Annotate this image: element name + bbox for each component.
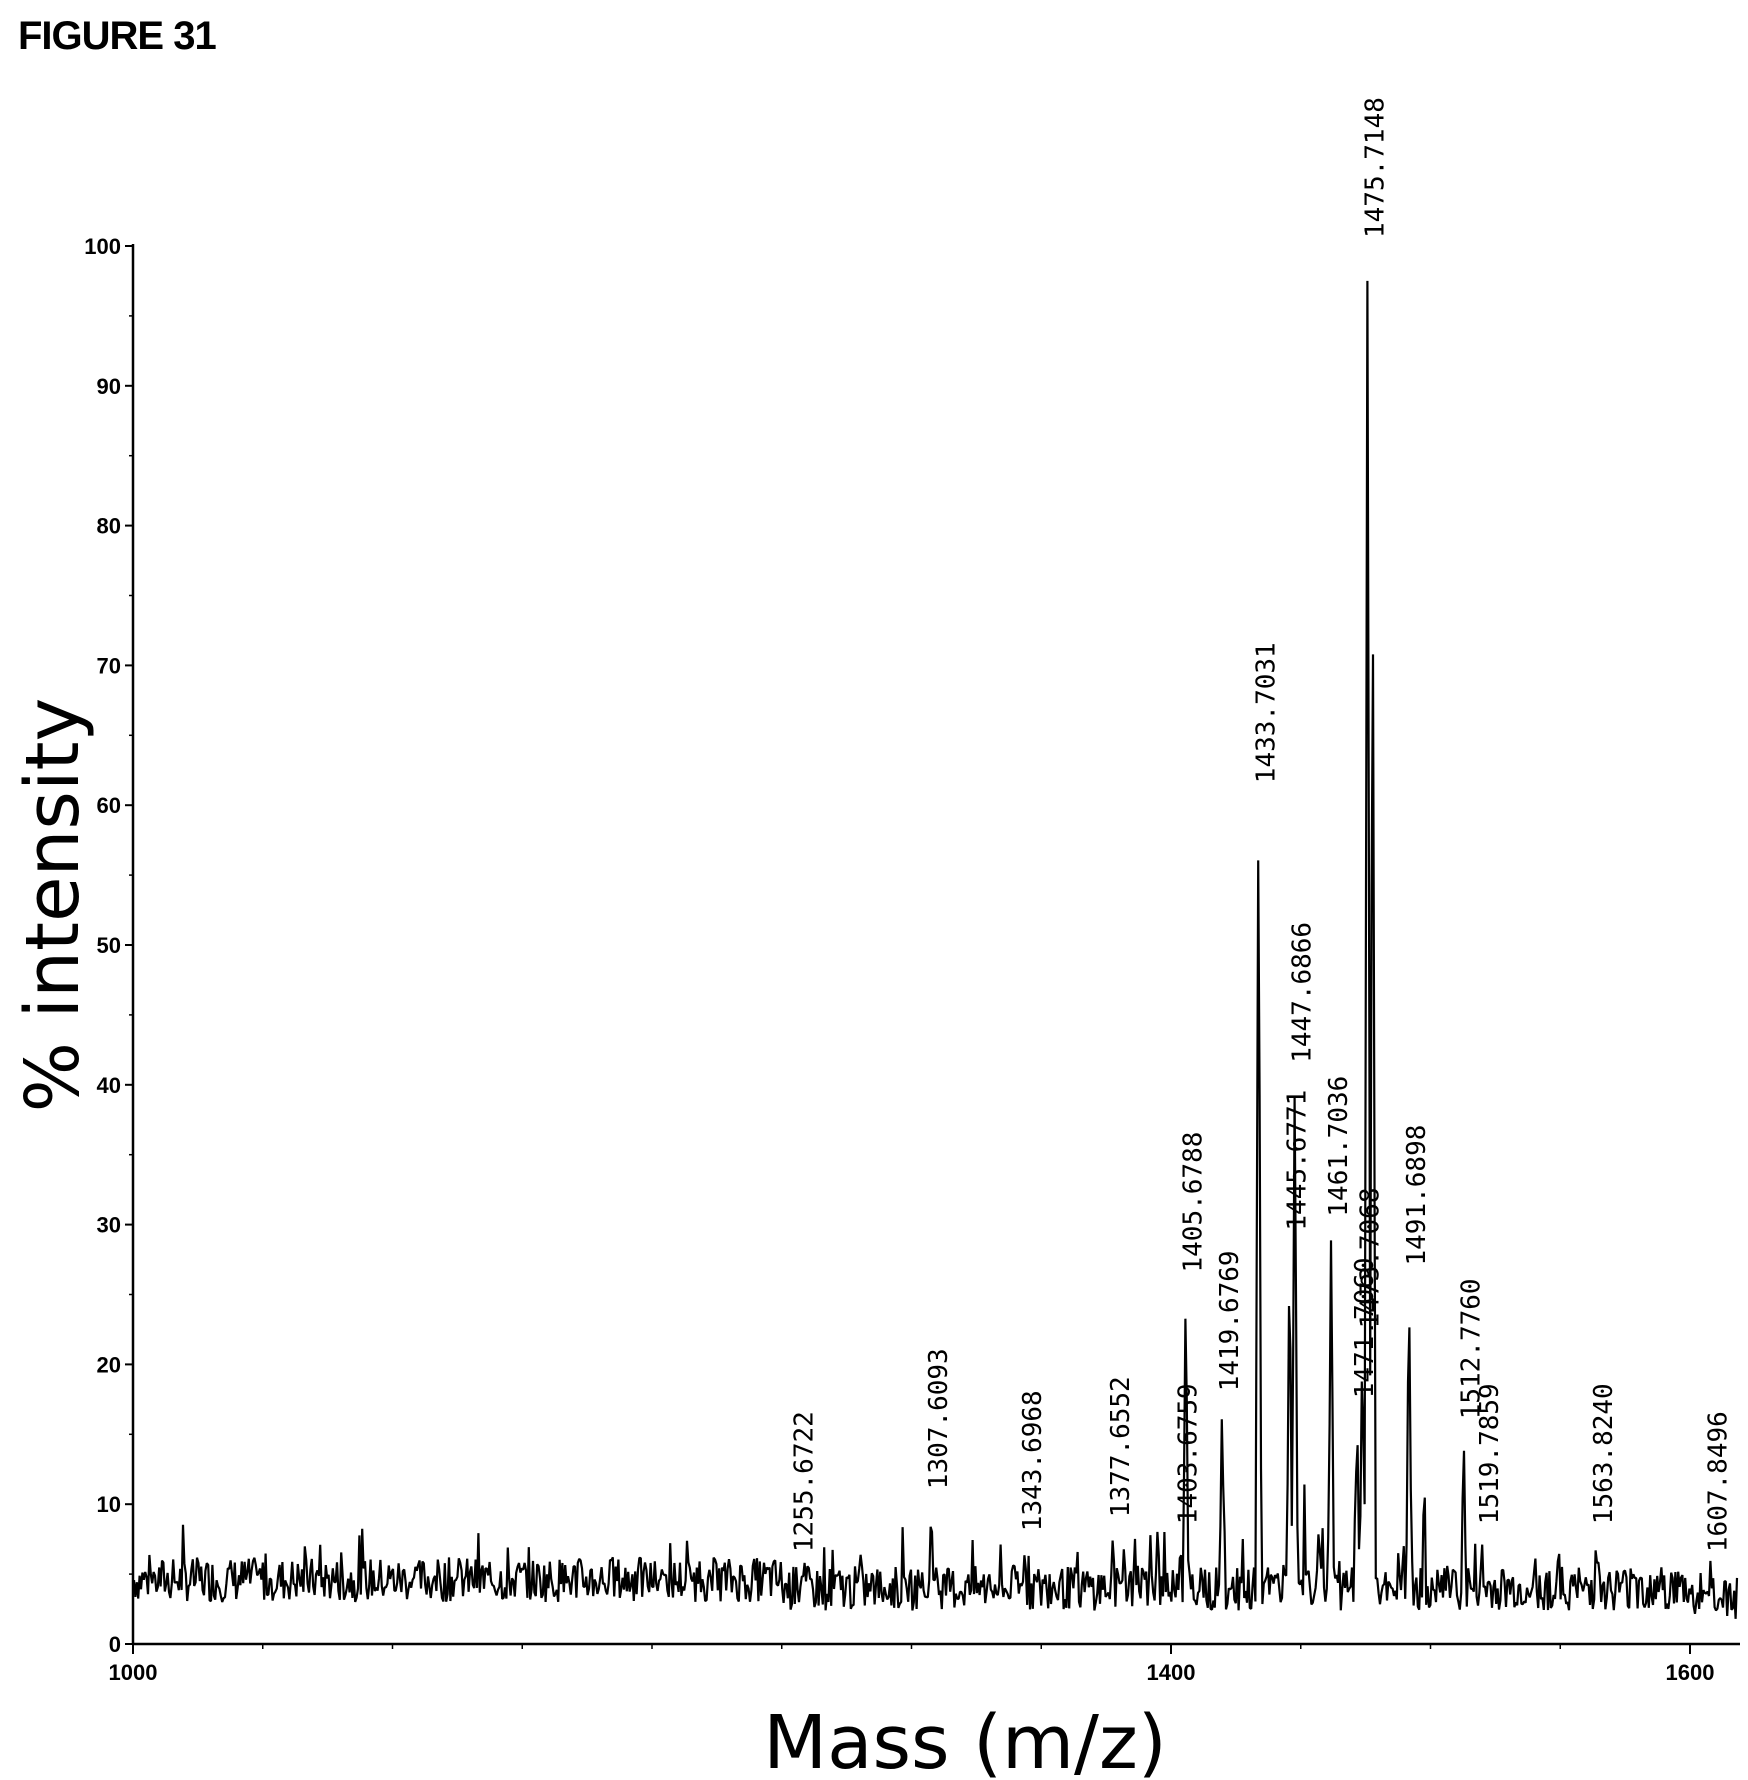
peak-label: 1519.7859 xyxy=(1475,1383,1505,1524)
spectrum-trace xyxy=(132,280,1739,1619)
axes: 0 10 20 30 40 50 60 70 80 90 100 1000 1400 1600 xyxy=(84,234,1740,1685)
x-tick-label: 1600 xyxy=(1666,1660,1715,1685)
peak-label: 1512.7760 xyxy=(1457,1278,1487,1419)
y-tick-label: 10 xyxy=(97,1492,121,1517)
peak-label: 1419.6769 xyxy=(1215,1250,1245,1391)
y-tick-label: 30 xyxy=(97,1213,121,1238)
peak-label: 1491.6898 xyxy=(1402,1125,1432,1266)
peak-label: 1475.7148 xyxy=(1361,97,1391,238)
peak-label: 1447.6866 xyxy=(1288,922,1318,1063)
peak-label: 1307.6093 xyxy=(924,1348,954,1489)
y-tick-label: 60 xyxy=(97,793,121,818)
x-tick-label: 1400 xyxy=(1147,1660,1196,1685)
spectrum-line xyxy=(132,280,1739,1619)
peak-label: 1405.6788 xyxy=(1179,1132,1209,1273)
y-tick-label: 70 xyxy=(97,653,121,678)
peak-label: 1377.6552 xyxy=(1106,1376,1136,1517)
peak-label: 1607.8496 xyxy=(1703,1411,1733,1552)
y-axis-title: % intensity xyxy=(10,698,96,1113)
peak-label: 1255.6722 xyxy=(790,1411,820,1552)
peak-label: 1343.6968 xyxy=(1018,1390,1048,1531)
x-tick-label: 1000 xyxy=(109,1660,158,1685)
peak-label: 1473.7068 xyxy=(1355,1188,1385,1329)
y-tick-label: 100 xyxy=(84,234,121,259)
y-tick-label: 80 xyxy=(97,514,121,539)
peak-label: 1461.7036 xyxy=(1324,1076,1354,1217)
y-tick-label: 20 xyxy=(97,1352,121,1377)
peak-label: 1471.7060 xyxy=(1350,1257,1380,1398)
y-tick-label: 40 xyxy=(97,1073,121,1098)
figure-label: FIGURE 31 xyxy=(18,14,217,58)
peak-label: 1445.6771 xyxy=(1283,1090,1313,1231)
y-tick-label: 0 xyxy=(109,1632,121,1657)
y-tick-label: 50 xyxy=(97,933,121,958)
peak-labels: 1255.6722 1307.6093 1343.6968 1377.6552 1403… xyxy=(790,97,1734,1552)
y-tick-label: 90 xyxy=(97,374,121,399)
peak-label: 1433.7031 xyxy=(1252,642,1282,783)
peak-label: 1563.8240 xyxy=(1589,1383,1619,1524)
x-axis-title: Mass (m/z) xyxy=(763,1700,1166,1780)
peak-label: 1403.6759 xyxy=(1174,1383,1204,1524)
